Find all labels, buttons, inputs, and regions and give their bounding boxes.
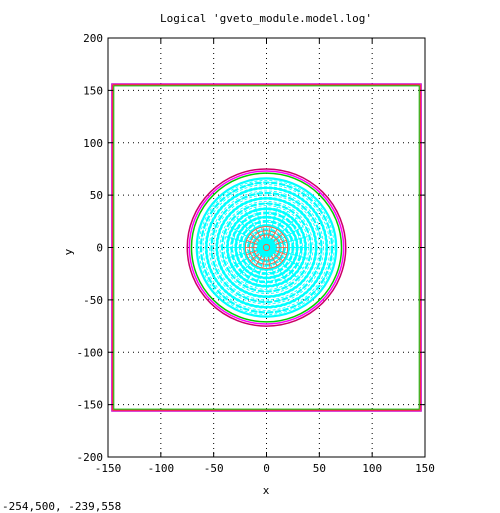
geometry-layer [111,83,422,412]
y-tick-label: 150 [83,84,103,97]
x-tick-label: -100 [148,462,175,475]
x-tick-label: 150 [415,462,435,475]
cyan-spoke [225,236,257,246]
cyan-spoke [236,217,260,241]
core-disk [256,238,277,257]
cyan-subring [211,192,322,303]
y-tick-label: -200 [77,451,104,464]
x-tick-label: -150 [95,462,122,475]
axes: -150 -100 -50 0 50 100 150 200 150 100 50 0 -50 -100 -… [77,32,435,475]
y-tick-label: -100 [77,346,104,359]
cyan-subring [221,203,312,292]
cyan-spoke [273,254,297,278]
y-tick-label: -50 [83,294,103,307]
cyan-spoke [275,252,304,269]
core-ring [262,243,271,252]
cyan-ring [215,197,318,298]
cyan-subring [209,190,324,305]
outer-circle [188,170,345,325]
module-frame [113,85,420,410]
cyan-subring [196,177,337,318]
cyan-spoke [236,254,260,278]
cyan-spoke [229,226,258,243]
cyan-spoke [268,206,278,238]
cyan-subring [206,188,327,307]
cyan-spoke [255,206,265,238]
cyan-subring [204,186,329,309]
y-tick-label: 200 [83,32,103,45]
cyan-ring [205,186,328,309]
y-axis-label: y [62,248,75,255]
cyan-subring [213,194,320,301]
cyan-spoke [276,236,308,246]
x-tick-label: -50 [204,462,224,475]
cyan-subring [198,180,335,315]
cyan-spoke [275,226,304,243]
y-tick-label: 100 [83,137,103,150]
x-tick-label: 100 [362,462,382,475]
x-axis-label: x [263,484,270,497]
cyan-spoke [255,257,265,289]
cyan-subring [202,184,331,311]
chart-title: Logical 'gveto_module.model.log' [160,12,372,25]
outer-circle [190,172,343,323]
cyan-subring [219,201,314,294]
cyan-spoke [276,249,308,259]
y-tick-label: 50 [90,189,103,202]
cyan-subring [200,182,333,313]
y-tick-label: 0 [96,242,103,255]
y-tick-label: -150 [77,399,104,412]
cyan-spoke [229,252,258,269]
coordinate-readout: -254,500, -239,558 [2,500,122,513]
cyan-spoke [273,217,297,241]
cyan-spoke [225,249,257,259]
outer-circle [186,168,347,327]
cyan-spoke [268,257,278,289]
cyan-subring [215,196,318,299]
x-tick-label: 50 [313,462,326,475]
cyan-subring [217,198,316,297]
x-tick-label: 0 [263,462,270,475]
